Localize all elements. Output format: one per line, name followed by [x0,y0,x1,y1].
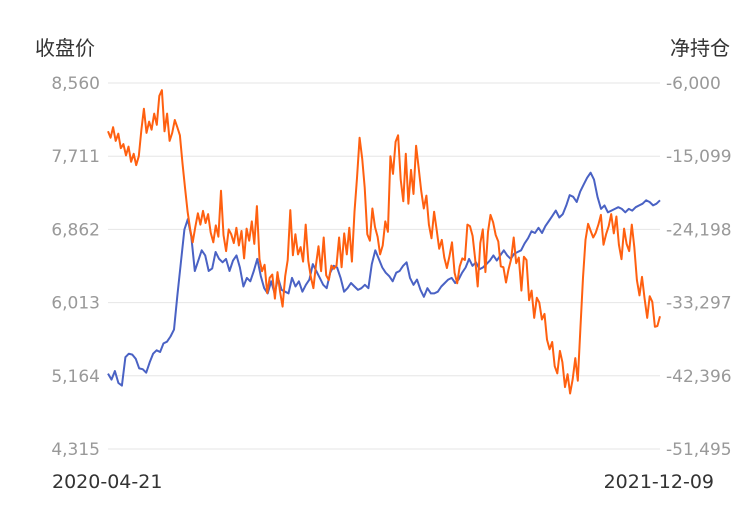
left-tick-label: 4,315 [51,440,100,460]
series-lines [107,89,661,395]
left-tick-label: 6,013 [51,294,100,314]
right-axis-title: 净持仓 [670,36,730,60]
left-axis-title: 收盘价 [35,36,95,60]
x-end-label: 2021-12-09 [604,471,714,493]
right-tick-label: -6,000 [666,74,721,94]
left-tick-label: 5,164 [51,367,100,387]
right-tick-label: -24,198 [666,220,732,240]
right-tick-label: -51,495 [666,440,732,460]
right-tick-label: -15,099 [666,147,732,167]
left-tick-label: 7,711 [51,147,100,167]
left-axis-ticks: 8,560 7,711 6,862 6,013 5,164 4,315 [51,74,100,460]
right-tick-label: -33,297 [666,294,732,314]
right-tick-label: -42,396 [666,367,732,387]
left-tick-label: 6,862 [51,220,100,240]
x-start-label: 2020-04-21 [52,471,162,493]
gridlines [108,82,660,450]
close-price-line [107,171,661,387]
right-axis-ticks: -6,000 -15,099 -24,198 -33,297 -42,396 -51,49… [666,74,732,460]
left-tick-label: 8,560 [51,74,100,94]
net-position-line [107,89,661,395]
